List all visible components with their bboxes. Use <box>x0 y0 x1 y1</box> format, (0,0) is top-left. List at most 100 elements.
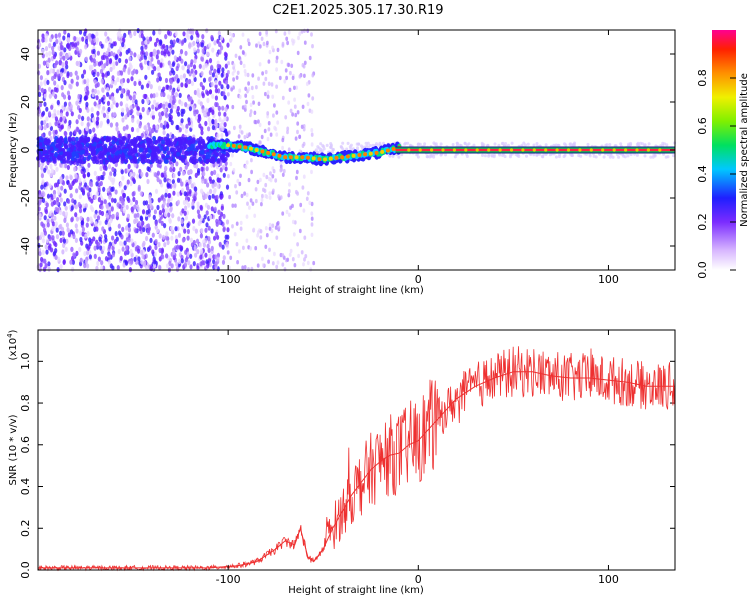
track-peak <box>317 157 322 162</box>
noise-cell <box>246 38 250 43</box>
noise-cell <box>81 115 85 121</box>
noise-cell <box>202 242 206 248</box>
noise-cell <box>302 174 306 179</box>
noise-cell <box>100 55 105 61</box>
noise-cell <box>170 263 174 269</box>
noise-cell <box>483 154 487 158</box>
noise-cell <box>191 28 195 34</box>
noise-cell <box>261 71 264 76</box>
noise-cell <box>262 41 266 47</box>
noise-cell <box>110 197 115 203</box>
noise-cell <box>88 144 93 150</box>
noise-cell <box>137 54 141 60</box>
carrier-peak <box>464 148 468 152</box>
noise-cell <box>71 266 75 272</box>
noise-cell <box>120 234 124 240</box>
noise-cell <box>170 147 175 153</box>
noise-cell <box>93 79 97 85</box>
noise-cell <box>189 237 193 243</box>
noise-cell <box>195 30 199 36</box>
noise-cell <box>186 29 190 35</box>
noise-cell <box>117 149 122 155</box>
noise-cell <box>87 154 92 160</box>
noise-cell <box>287 212 291 217</box>
y-tick-label: 20 <box>19 95 32 109</box>
noise-cell <box>190 123 194 129</box>
noise-cell <box>120 93 124 99</box>
noise-cell <box>65 238 69 244</box>
noise-cell <box>100 43 104 49</box>
noise-cell <box>64 205 68 211</box>
noise-cell <box>208 121 212 127</box>
noise-cell <box>151 114 155 120</box>
noise-cell <box>203 178 207 185</box>
noise-cell <box>254 120 258 125</box>
noise-cell <box>169 141 174 147</box>
spectrogram-x-label: Height of straight line (km) <box>288 285 424 296</box>
noise-cell <box>190 183 194 189</box>
noise-cell <box>244 93 248 98</box>
noise-cell <box>107 154 112 160</box>
noise-cell <box>125 245 129 251</box>
noise-cell <box>123 32 127 39</box>
noise-cell <box>311 96 315 101</box>
noise-cell <box>69 259 73 265</box>
noise-cell <box>296 129 299 135</box>
noise-cell <box>106 70 110 76</box>
noise-cell <box>104 219 108 225</box>
noise-cell <box>254 187 258 192</box>
noise-cell <box>249 109 253 114</box>
noise-cell <box>298 74 302 79</box>
noise-cell <box>156 170 160 176</box>
noise-cell <box>47 266 51 272</box>
noise-cell <box>93 245 97 251</box>
noise-cell <box>510 141 514 145</box>
noise-cell <box>293 104 297 109</box>
noise-cell <box>65 54 69 60</box>
noise-cell <box>37 108 42 114</box>
noise-cell <box>119 78 124 84</box>
noise-cell <box>45 116 49 122</box>
noise-cell <box>289 108 293 114</box>
noise-cell <box>175 124 179 130</box>
noise-cell <box>157 85 162 91</box>
noise-cell <box>239 220 243 226</box>
noise-cell <box>147 227 151 233</box>
noise-cell <box>157 241 161 248</box>
noise-cell <box>176 244 180 250</box>
noise-cell <box>189 264 193 270</box>
noise-cell <box>68 119 72 126</box>
noise-cell <box>227 92 230 97</box>
noise-cell <box>66 151 71 157</box>
noise-cell <box>250 169 254 175</box>
noise-cell <box>202 64 206 70</box>
noise-cell <box>298 134 301 139</box>
noise-cell <box>102 171 106 177</box>
noise-cell <box>181 170 186 176</box>
noise-cell <box>204 252 208 258</box>
noise-cell <box>266 136 270 142</box>
noise-cell <box>129 248 133 254</box>
noise-cell <box>223 111 227 118</box>
noise-cell <box>48 43 52 49</box>
noise-cell <box>245 192 249 198</box>
noise-cell <box>243 191 247 196</box>
noise-cell <box>183 262 188 268</box>
noise-cell <box>257 76 260 81</box>
noise-cell <box>62 238 66 244</box>
noise-cell <box>622 154 626 158</box>
noise-cell <box>163 211 168 217</box>
noise-cell <box>63 139 68 145</box>
noise-cell <box>66 72 70 79</box>
noise-cell <box>219 35 224 41</box>
noise-cell <box>302 208 306 213</box>
noise-cell <box>207 126 211 132</box>
noise-cell <box>222 172 226 178</box>
noise-cell <box>84 56 89 62</box>
noise-cell <box>44 37 48 43</box>
noise-cell <box>83 79 87 85</box>
noise-cell <box>176 105 180 112</box>
noise-cell <box>226 250 230 255</box>
noise-cell <box>100 210 105 217</box>
noise-cell <box>619 142 623 146</box>
